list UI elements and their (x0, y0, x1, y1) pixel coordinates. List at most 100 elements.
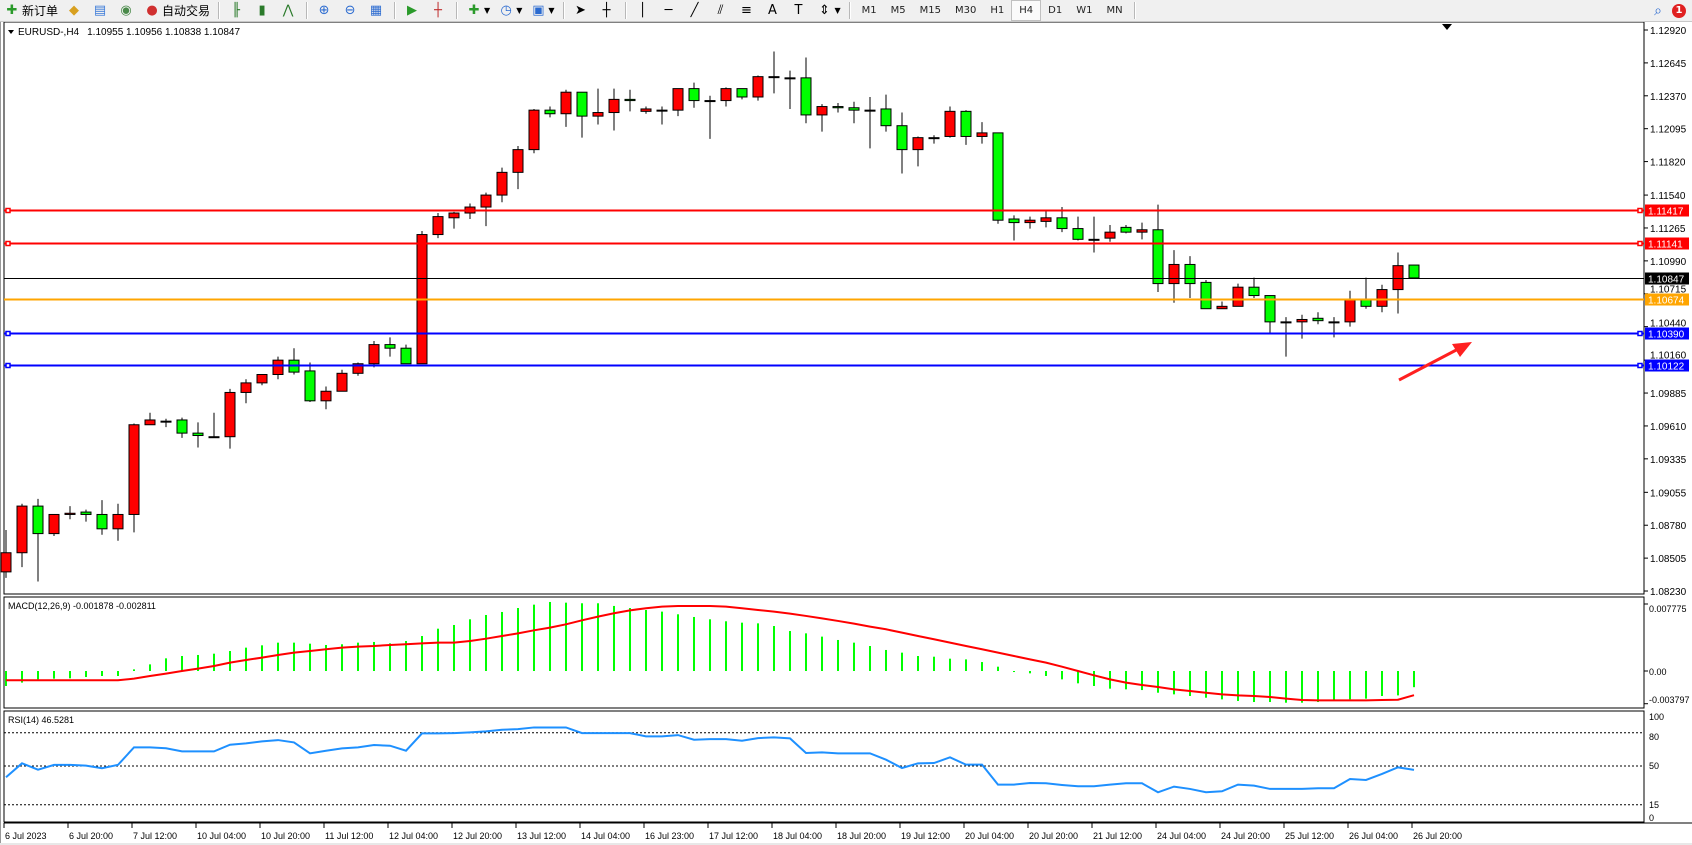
bearish-candle (960, 110, 972, 137)
bearish-candle (880, 108, 892, 127)
bullish-candle (208, 436, 220, 439)
fibonacci-button[interactable]: ≡ (736, 1, 760, 20)
macd-bar (1269, 671, 1271, 703)
macd-bar (517, 608, 519, 671)
equidistant-channel-button[interactable]: ⫽ (710, 1, 734, 20)
main-chart-panel[interactable] (3, 21, 1645, 595)
macd-bar (469, 619, 471, 671)
price-tick-label: 1.09335 (1650, 455, 1687, 466)
price-level-tag (1645, 359, 1689, 372)
bullish-candle (1392, 265, 1404, 291)
bearish-candle (1184, 263, 1196, 285)
bullish-candle (928, 137, 940, 140)
text-button[interactable]: A (762, 1, 786, 20)
signals-button[interactable]: ▤ (89, 1, 113, 20)
tile-windows-icon: ▦ (369, 2, 383, 18)
timeframe-h4[interactable]: H4 (1011, 0, 1042, 21)
bullish-candle (352, 363, 364, 374)
price-tick-label: 1.10440 (1650, 319, 1687, 330)
search-icon[interactable]: ⌕ (1654, 2, 1662, 19)
timeframe-m30[interactable]: M30 (955, 5, 977, 16)
toolbar-separator (456, 2, 459, 19)
auto-scroll-button[interactable]: ▶ (401, 1, 425, 20)
zoom-in-button[interactable]: ⊕ (313, 1, 337, 20)
vertical-line-button[interactable]: │ (632, 1, 656, 20)
market-button[interactable]: ◉ (115, 1, 139, 20)
line-chart-button[interactable]: ⋀ (277, 1, 301, 20)
bearish-candle (736, 88, 748, 98)
price-level-tag (1645, 237, 1689, 250)
candles (0, 51, 1420, 582)
text-label-button[interactable]: T (788, 1, 812, 20)
chart-shift-marker[interactable] (1442, 24, 1452, 30)
horizontal-line-button[interactable]: ─ (658, 1, 682, 20)
rsi-label: RSI(14) 46.5281 (8, 715, 74, 725)
timeframe-mn[interactable]: MN (1106, 5, 1123, 16)
price-tick-label: 1.12095 (1650, 125, 1687, 136)
timeframe-w1[interactable]: W1 (1076, 5, 1093, 16)
chart-shift-button[interactable]: ┼ (427, 1, 451, 20)
macd-bar (773, 626, 775, 671)
text-label-icon: T (794, 2, 803, 18)
crosshair-button[interactable]: ┼ (596, 1, 620, 20)
macd-bar (949, 658, 951, 671)
macd-bar (853, 642, 855, 671)
macd-bar (277, 642, 279, 671)
price-tick-label: 1.09055 (1650, 488, 1687, 499)
line-handle-left[interactable] (5, 207, 11, 214)
auto-trading-button[interactable]: ● 自动交易 (141, 1, 213, 20)
notification-badge[interactable]: 1 (1672, 3, 1686, 18)
new-order-button[interactable]: ✚ 新订单 (1, 1, 61, 20)
timeframe-m5[interactable]: M5 (890, 5, 906, 16)
macd-bar (389, 643, 391, 671)
line-handle-right[interactable] (1637, 240, 1643, 247)
macd-bar (1061, 671, 1063, 680)
macd-histogram (5, 601, 1415, 703)
bullish-candle (1040, 217, 1052, 222)
metaeditor-button[interactable]: ◆ (63, 1, 87, 20)
macd-bar (1365, 671, 1367, 699)
annotation-arrow[interactable] (1398, 345, 1463, 382)
dropdown-arrow-icon: ▼ (516, 6, 523, 15)
arrows-button[interactable]: ⇕ ▼ (814, 1, 844, 20)
line-handle-right[interactable] (1637, 207, 1643, 214)
bullish-candle (512, 149, 524, 173)
line-handle-right[interactable] (1637, 362, 1643, 369)
indicators-button[interactable]: ✚ ▼ (463, 1, 493, 20)
timeframe-d1[interactable]: D1 (1048, 5, 1063, 16)
candlestick-button[interactable]: ▮ (251, 1, 275, 20)
tile-windows-button[interactable]: ▦ (365, 1, 389, 20)
bar-chart-button[interactable]: ╟ (225, 1, 249, 20)
macd-bar (101, 671, 103, 676)
bearish-candle (1408, 264, 1420, 279)
periods-button[interactable]: ◷ ▼ (495, 1, 525, 20)
rsi-tick-label: 100 (1649, 712, 1664, 722)
bearish-candle (80, 511, 92, 515)
cursor-button[interactable]: ➤ (570, 1, 594, 20)
bullish-candle (528, 109, 540, 151)
trendline-button[interactable]: ╱ (684, 1, 708, 20)
templates-button[interactable]: ▣ ▼ (527, 1, 557, 20)
line-handle-left[interactable] (5, 362, 11, 369)
macd-bar (485, 614, 487, 671)
macd-bar (1141, 671, 1143, 691)
timeframe-m1[interactable]: M1 (861, 5, 877, 16)
price-tick-label: 1.11265 (1650, 224, 1686, 235)
line-handle-left[interactable] (5, 240, 11, 247)
line-handle-left[interactable] (5, 330, 11, 337)
price-tick-label: 1.08505 (1650, 554, 1687, 565)
bullish-candle (784, 77, 796, 80)
price-tick-label: 1.12370 (1650, 92, 1687, 103)
zoom-out-button[interactable]: ⊖ (339, 1, 363, 20)
time-label: 24 Jul 20:00 (1221, 831, 1270, 841)
timeframe-h1[interactable]: H1 (990, 5, 1005, 16)
price-tick-label: 1.10990 (1650, 257, 1687, 268)
time-label: 20 Jul 04:00 (965, 831, 1014, 841)
bullish-candle (16, 505, 28, 554)
symbol-menu-triangle-icon[interactable] (8, 30, 14, 34)
bullish-candle (944, 110, 956, 137)
line-handle-right[interactable] (1637, 330, 1643, 337)
timeframe-m15[interactable]: M15 (919, 5, 942, 16)
price-tick-label: 1.11820 (1650, 158, 1686, 169)
